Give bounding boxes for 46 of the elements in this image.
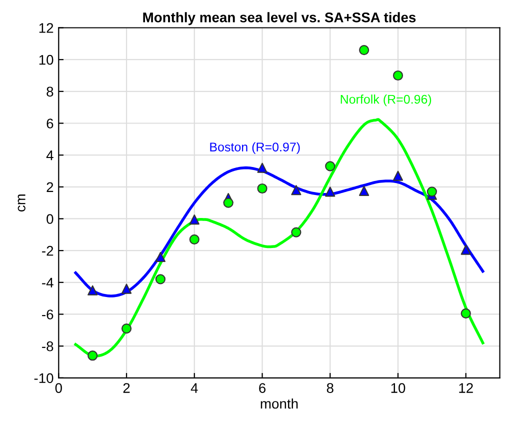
point — [325, 161, 336, 172]
x-tick-label: 0 — [55, 383, 62, 393]
x-tick-label: 4 — [190, 383, 198, 393]
point — [359, 186, 370, 196]
point — [223, 198, 234, 208]
point — [88, 285, 98, 296]
x-axis-title: month — [260, 398, 298, 409]
y-tick-label: 10 — [39, 54, 54, 65]
y-tick-label: 6 — [46, 118, 54, 128]
point — [392, 170, 404, 181]
point — [88, 350, 98, 361]
y-tick-label: 8 — [46, 86, 54, 97]
y-tick-label: 12 — [39, 23, 54, 33]
y-tick-label: -2 — [42, 246, 54, 256]
y-tick-label: 2 — [46, 182, 54, 192]
point — [155, 274, 166, 284]
point — [155, 252, 166, 262]
y-tick-label: -8 — [42, 341, 54, 352]
point — [359, 44, 370, 56]
x-tick-label: 8 — [326, 383, 334, 393]
point — [257, 162, 268, 173]
x-tick-label: 2 — [123, 383, 130, 393]
x-tick-label: 6 — [259, 383, 266, 393]
x-tick-label: 10 — [391, 383, 406, 393]
point — [460, 244, 471, 255]
y-tick-label: 0 — [46, 214, 54, 224]
y-axis-title: cm — [18, 194, 26, 212]
point — [325, 186, 336, 197]
y-tick-label: 4 — [46, 150, 54, 160]
y-tick-label: -10 — [34, 373, 54, 384]
y-tick-label: -4 — [42, 278, 54, 288]
point — [189, 214, 200, 225]
point — [426, 186, 437, 197]
series-label: Boston (R=0.97) — [210, 142, 300, 154]
point — [291, 185, 302, 196]
point — [121, 324, 132, 334]
x-tick-label: 12 — [459, 383, 473, 393]
point — [392, 70, 404, 81]
point — [189, 234, 200, 244]
series-label: Norfolk (R=0.96) — [340, 94, 432, 106]
point — [460, 308, 471, 318]
y-tick-label: -6 — [42, 310, 54, 320]
point — [291, 227, 302, 238]
point — [121, 284, 132, 294]
point — [257, 183, 268, 194]
chart-title: Monthly mean sea level vs. SA+SSA tides — [143, 12, 416, 26]
